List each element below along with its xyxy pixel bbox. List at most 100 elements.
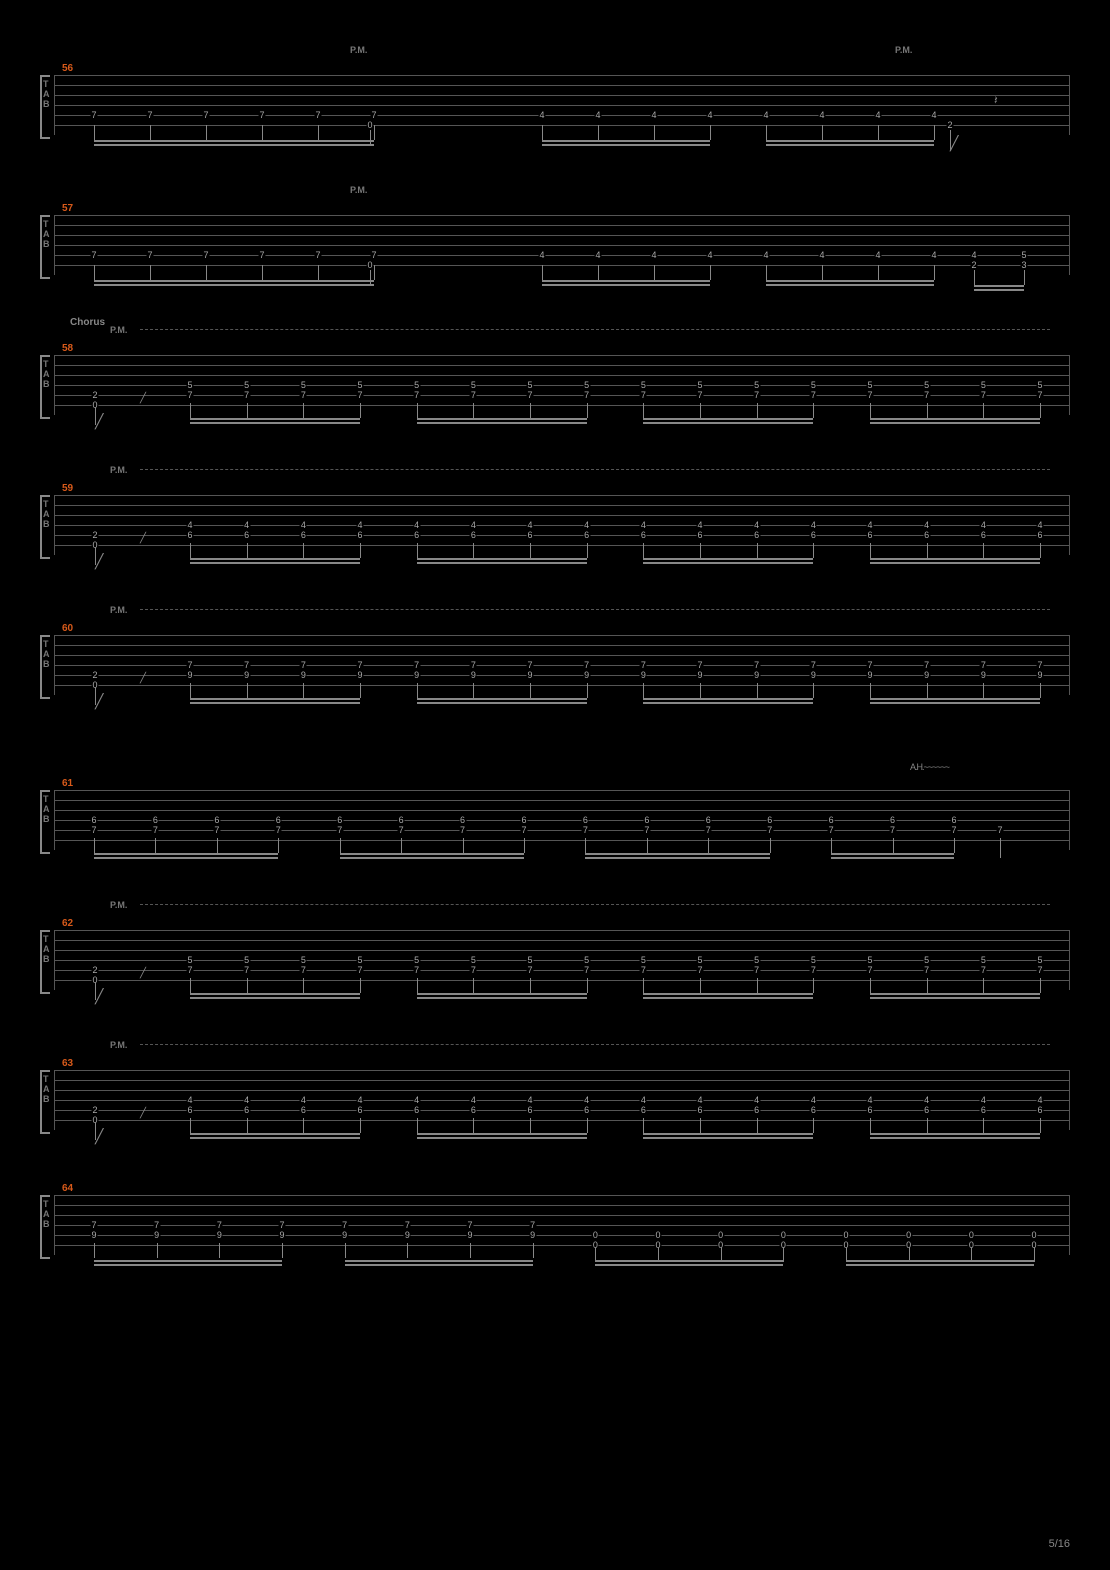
fret-number: 2 — [946, 120, 953, 130]
note-stem — [587, 978, 588, 993]
string-line — [54, 930, 1070, 931]
fret-number: 4 — [640, 1095, 647, 1105]
fret-number: 9 — [980, 670, 987, 680]
note-stem — [303, 978, 304, 993]
fret-number: 4 — [810, 520, 817, 530]
fret-number: 5 — [526, 955, 533, 965]
note-stem — [473, 683, 474, 698]
beam — [94, 1264, 282, 1266]
barline — [54, 75, 55, 135]
note-stem — [587, 543, 588, 558]
fret-number: 7 — [314, 250, 321, 260]
note-stem — [360, 683, 361, 698]
note-stem — [303, 1118, 304, 1133]
note-stem — [643, 403, 644, 418]
fret-number: 7 — [866, 965, 873, 975]
fret-number: 4 — [930, 110, 937, 120]
palm-mute-extent — [140, 469, 1050, 471]
fret-number: 7 — [413, 660, 420, 670]
fret-number: 4 — [356, 1095, 363, 1105]
fret-number: 6 — [810, 530, 817, 540]
barline — [1069, 1195, 1070, 1255]
palm-mute-extent — [140, 904, 1050, 906]
fret-number: 0 — [366, 120, 373, 130]
fret-number: 6 — [526, 1105, 533, 1115]
note-stem — [360, 978, 361, 993]
note-stem — [710, 125, 711, 140]
flag: ╱ — [95, 693, 103, 710]
fret-number: 7 — [923, 660, 930, 670]
note-stem — [757, 978, 758, 993]
fret-number: 7 — [356, 390, 363, 400]
fret-number: 7 — [466, 1220, 473, 1230]
barline — [54, 355, 55, 415]
string-line — [54, 355, 1070, 356]
beam — [595, 1260, 783, 1262]
note-stem — [813, 543, 814, 558]
string-line — [54, 980, 1070, 981]
fret-number: 7 — [356, 660, 363, 670]
flag: ╱ — [95, 988, 103, 1005]
note-stem — [206, 265, 207, 280]
fret-number: 9 — [278, 1230, 285, 1240]
fret-number: 5 — [810, 380, 817, 390]
fret-number: 4 — [594, 250, 601, 260]
string-line — [54, 665, 1070, 666]
string-line — [54, 495, 1070, 496]
beam — [94, 284, 374, 286]
note-stem — [643, 543, 644, 558]
note-stem — [417, 403, 418, 418]
string-line — [54, 685, 1070, 686]
fret-number: 6 — [583, 1105, 590, 1115]
fret-number: 7 — [640, 965, 647, 975]
fret-number: 9 — [216, 1230, 223, 1240]
beam — [417, 698, 587, 700]
bar-number: 60 — [62, 623, 73, 634]
beam — [870, 1137, 1040, 1139]
fret-number: 7 — [526, 390, 533, 400]
beam — [846, 1264, 1034, 1266]
fret-number: 6 — [213, 815, 220, 825]
fret-number: 5 — [300, 380, 307, 390]
fret-number: 4 — [300, 1095, 307, 1105]
bar-number: 56 — [62, 63, 73, 74]
fret-number: 5 — [186, 380, 193, 390]
fret-number: 7 — [413, 390, 420, 400]
palm-mute-extent — [140, 609, 1050, 611]
fret-number: 4 — [866, 1095, 873, 1105]
fret-number: 7 — [526, 660, 533, 670]
fret-number: 0 — [366, 260, 373, 270]
note-stem — [247, 683, 248, 698]
note-stem — [813, 978, 814, 993]
note-stem — [340, 838, 341, 853]
beam — [417, 418, 587, 420]
slide-icon: ╱ — [140, 968, 146, 979]
fret-number: 7 — [243, 390, 250, 400]
note-stem — [282, 1243, 283, 1258]
note-stem — [927, 978, 928, 993]
beam — [643, 1137, 813, 1139]
fret-number: 4 — [413, 520, 420, 530]
string-line — [54, 525, 1070, 526]
note-stem — [407, 1243, 408, 1258]
tab-clef: T A B — [43, 359, 50, 389]
string-line — [54, 790, 1070, 791]
fret-number: 7 — [90, 1220, 97, 1230]
tab-clef: T A B — [43, 1199, 50, 1229]
beam — [870, 422, 1040, 424]
note-stem — [700, 543, 701, 558]
note-stem — [530, 1118, 531, 1133]
note-stem — [463, 838, 464, 853]
barline — [1069, 215, 1070, 275]
fret-number: 6 — [866, 1105, 873, 1115]
fret-number: 4 — [874, 250, 881, 260]
fret-number: 6 — [705, 815, 712, 825]
fret-number: 6 — [696, 530, 703, 540]
fret-number: 4 — [866, 520, 873, 530]
note-stem — [870, 683, 871, 698]
fret-number: 4 — [186, 1095, 193, 1105]
string-line — [54, 810, 1070, 811]
note-stem — [870, 978, 871, 993]
note-stem — [757, 683, 758, 698]
beam — [766, 140, 934, 142]
